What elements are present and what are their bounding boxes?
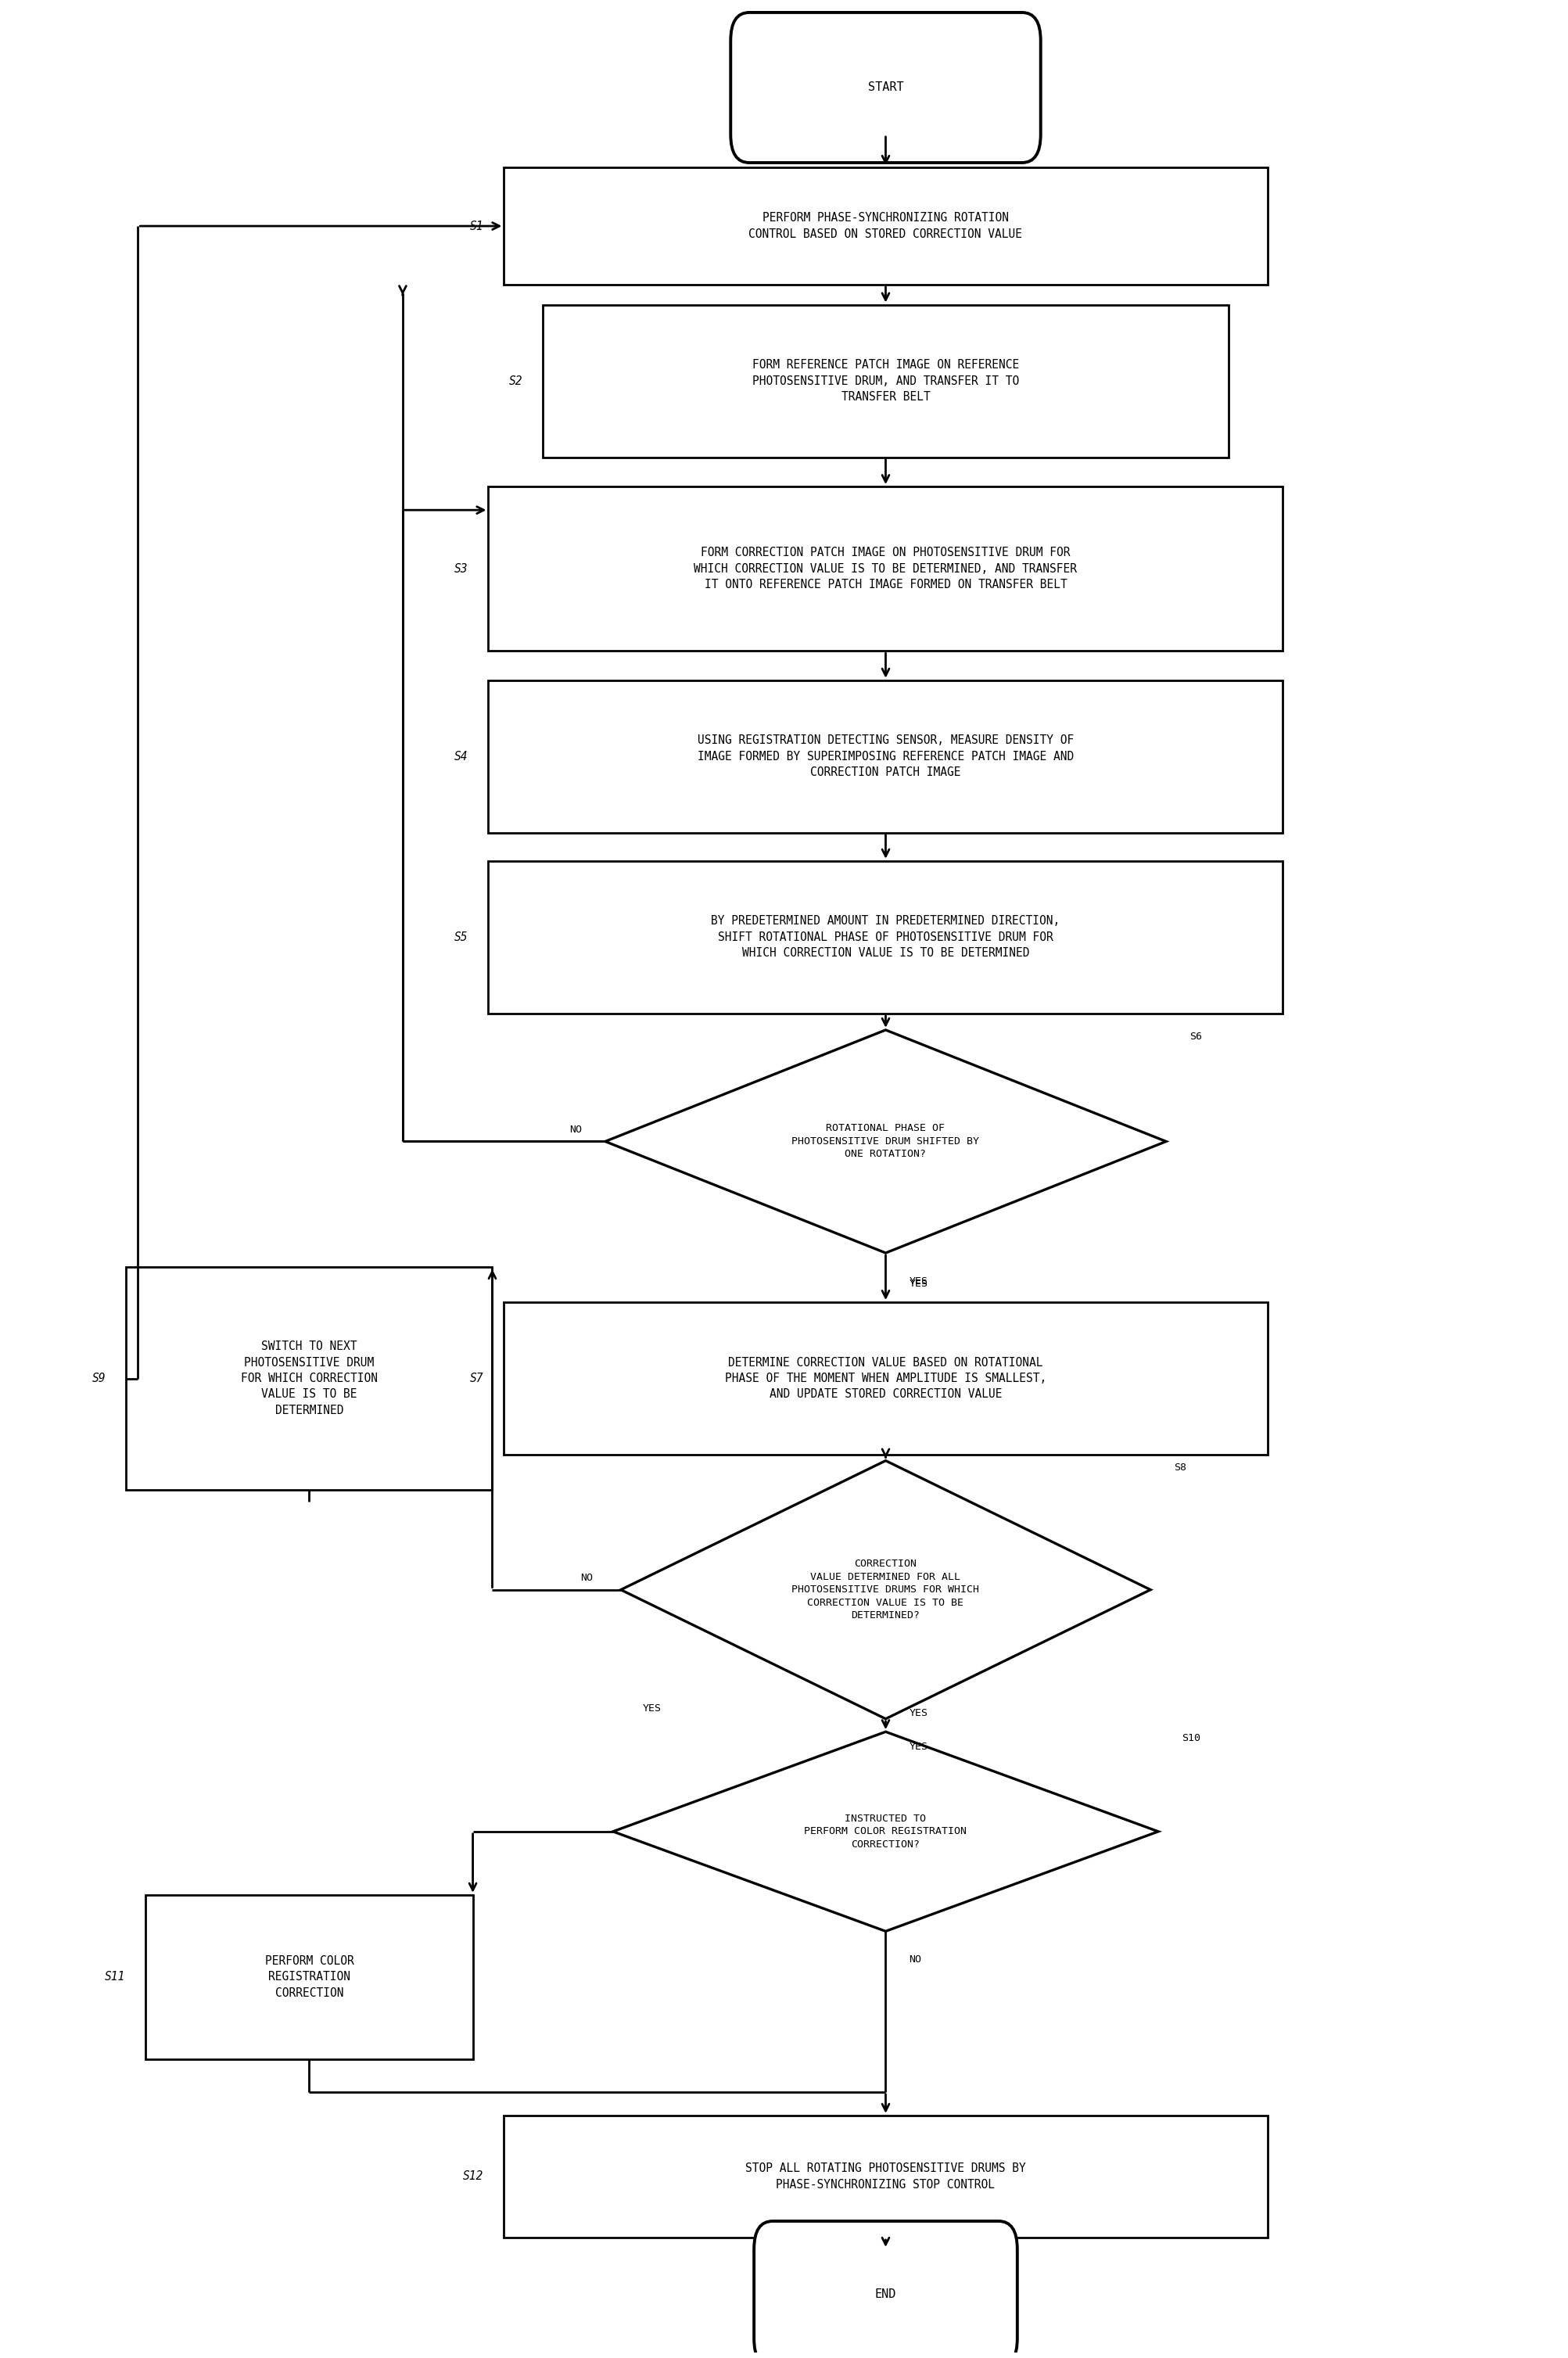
Text: START: START xyxy=(867,83,903,94)
Text: S8: S8 xyxy=(1173,1462,1185,1471)
Text: END: END xyxy=(875,2287,895,2299)
Text: S4: S4 xyxy=(455,750,467,762)
Text: S11: S11 xyxy=(105,1971,125,1983)
Polygon shape xyxy=(613,1731,1157,1931)
FancyBboxPatch shape xyxy=(731,12,1040,163)
FancyBboxPatch shape xyxy=(503,167,1267,285)
Text: BY PREDETERMINED AMOUNT IN PREDETERMINED DIRECTION,
SHIFT ROTATIONAL PHASE OF PH: BY PREDETERMINED AMOUNT IN PREDETERMINED… xyxy=(710,915,1060,960)
Text: YES: YES xyxy=(908,1743,927,1752)
Polygon shape xyxy=(605,1030,1165,1252)
Polygon shape xyxy=(621,1460,1149,1719)
Text: FORM CORRECTION PATCH IMAGE ON PHOTOSENSITIVE DRUM FOR
WHICH CORRECTION VALUE IS: FORM CORRECTION PATCH IMAGE ON PHOTOSENS… xyxy=(693,547,1077,590)
Text: NO: NO xyxy=(569,1125,582,1134)
FancyBboxPatch shape xyxy=(125,1266,492,1490)
Text: ROTATIONAL PHASE OF
PHOTOSENSITIVE DRUM SHIFTED BY
ONE ROTATION?: ROTATIONAL PHASE OF PHOTOSENSITIVE DRUM … xyxy=(792,1122,978,1160)
FancyBboxPatch shape xyxy=(146,1896,472,2059)
Text: INSTRUCTED TO
PERFORM COLOR REGISTRATION
CORRECTION?: INSTRUCTED TO PERFORM COLOR REGISTRATION… xyxy=(804,1813,966,1849)
Text: S2: S2 xyxy=(508,375,522,387)
Text: S7: S7 xyxy=(470,1372,483,1384)
Text: PERFORM COLOR
REGISTRATION
CORRECTION: PERFORM COLOR REGISTRATION CORRECTION xyxy=(265,1955,353,2000)
FancyBboxPatch shape xyxy=(754,2221,1016,2358)
Text: S9: S9 xyxy=(93,1372,107,1384)
Text: YES: YES xyxy=(908,1276,927,1285)
FancyBboxPatch shape xyxy=(488,486,1283,651)
Text: USING REGISTRATION DETECTING SENSOR, MEASURE DENSITY OF
IMAGE FORMED BY SUPERIMP: USING REGISTRATION DETECTING SENSOR, MEA… xyxy=(698,736,1074,778)
Text: NO: NO xyxy=(580,1573,593,1582)
Text: S12: S12 xyxy=(463,2172,483,2184)
Text: PERFORM PHASE-SYNCHRONIZING ROTATION
CONTROL BASED ON STORED CORRECTION VALUE: PERFORM PHASE-SYNCHRONIZING ROTATION CON… xyxy=(748,212,1022,241)
Text: DETERMINE CORRECTION VALUE BASED ON ROTATIONAL
PHASE OF THE MOMENT WHEN AMPLITUD: DETERMINE CORRECTION VALUE BASED ON ROTA… xyxy=(724,1356,1046,1401)
Text: FORM REFERENCE PATCH IMAGE ON REFERENCE
PHOTOSENSITIVE DRUM, AND TRANSFER IT TO
: FORM REFERENCE PATCH IMAGE ON REFERENCE … xyxy=(751,358,1019,403)
Text: YES: YES xyxy=(908,1278,927,1287)
FancyBboxPatch shape xyxy=(543,304,1228,457)
Text: S5: S5 xyxy=(455,931,467,943)
Text: YES: YES xyxy=(643,1702,662,1714)
Text: CORRECTION
VALUE DETERMINED FOR ALL
PHOTOSENSITIVE DRUMS FOR WHICH
CORRECTION VA: CORRECTION VALUE DETERMINED FOR ALL PHOT… xyxy=(792,1559,978,1620)
FancyBboxPatch shape xyxy=(503,1302,1267,1455)
Text: SWITCH TO NEXT
PHOTOSENSITIVE DRUM
FOR WHICH CORRECTION
VALUE IS TO BE
DETERMINE: SWITCH TO NEXT PHOTOSENSITIVE DRUM FOR W… xyxy=(240,1342,378,1417)
Text: S3: S3 xyxy=(455,564,467,575)
Text: YES: YES xyxy=(908,1707,927,1719)
FancyBboxPatch shape xyxy=(488,679,1283,832)
FancyBboxPatch shape xyxy=(488,861,1283,1014)
Text: NO: NO xyxy=(908,1955,920,1964)
Text: S1: S1 xyxy=(470,219,483,231)
FancyBboxPatch shape xyxy=(503,2115,1267,2238)
Text: S6: S6 xyxy=(1189,1030,1201,1042)
Text: STOP ALL ROTATING PHOTOSENSITIVE DRUMS BY
PHASE-SYNCHRONIZING STOP CONTROL: STOP ALL ROTATING PHOTOSENSITIVE DRUMS B… xyxy=(745,2162,1025,2191)
Text: S10: S10 xyxy=(1181,1733,1200,1743)
